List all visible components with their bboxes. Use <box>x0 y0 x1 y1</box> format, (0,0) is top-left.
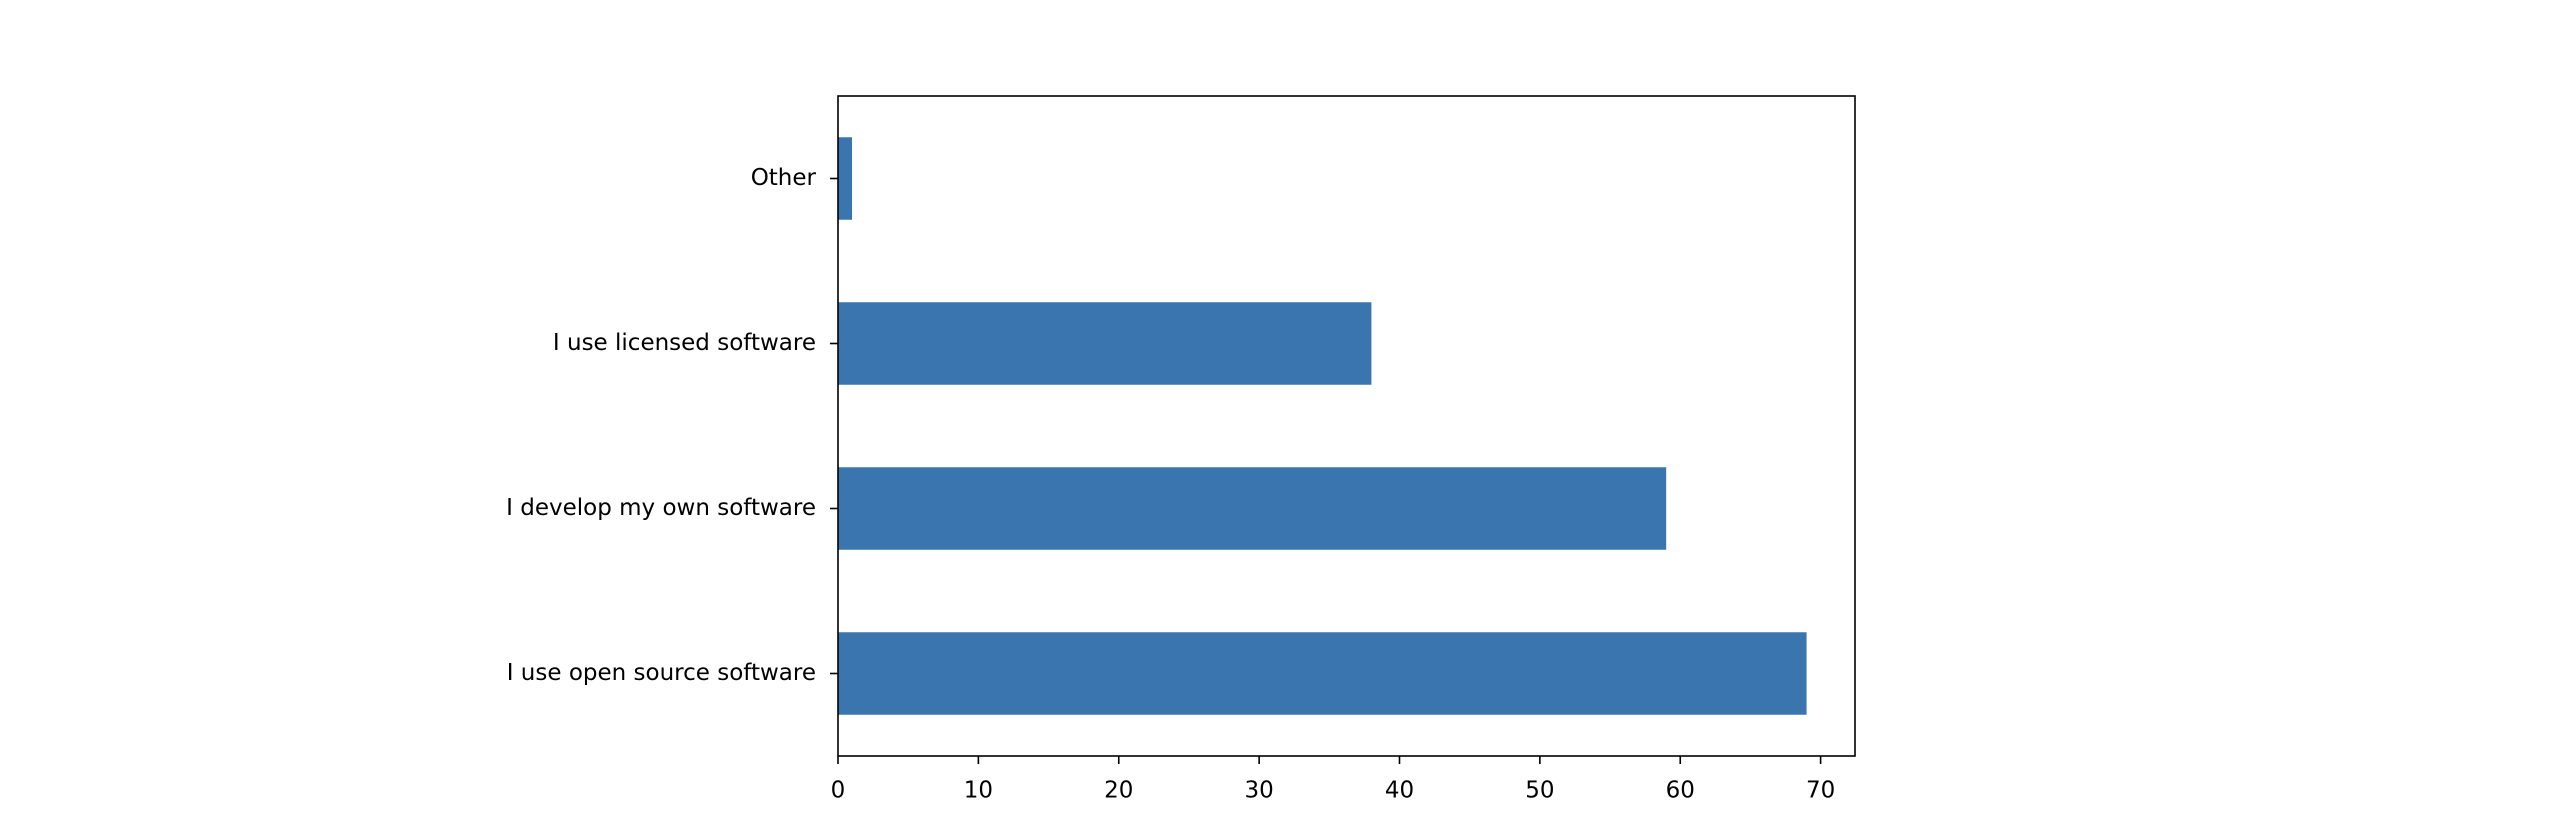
x-tick-label: 40 <box>1385 778 1414 804</box>
x-tick-label: 20 <box>1104 778 1133 804</box>
plot-frame <box>837 95 1856 757</box>
x-tick-label: 60 <box>1666 778 1695 804</box>
y-tick-label: I use open source software <box>507 660 816 686</box>
bar <box>838 302 1372 385</box>
plot-area <box>838 137 1807 715</box>
y-tick-label: I use licensed software <box>553 330 816 356</box>
y-tick-label: Other <box>751 165 817 191</box>
x-tick-label: 30 <box>1244 778 1273 804</box>
bar <box>838 137 853 220</box>
x-tick-label: 0 <box>831 778 846 804</box>
x-tick-label: 50 <box>1525 778 1554 804</box>
y-tick-label: I develop my own software <box>506 495 816 521</box>
bar <box>838 632 1807 715</box>
x-tick-label: 10 <box>964 778 993 804</box>
x-tick-label: 70 <box>1806 778 1835 804</box>
bar <box>838 467 1667 550</box>
